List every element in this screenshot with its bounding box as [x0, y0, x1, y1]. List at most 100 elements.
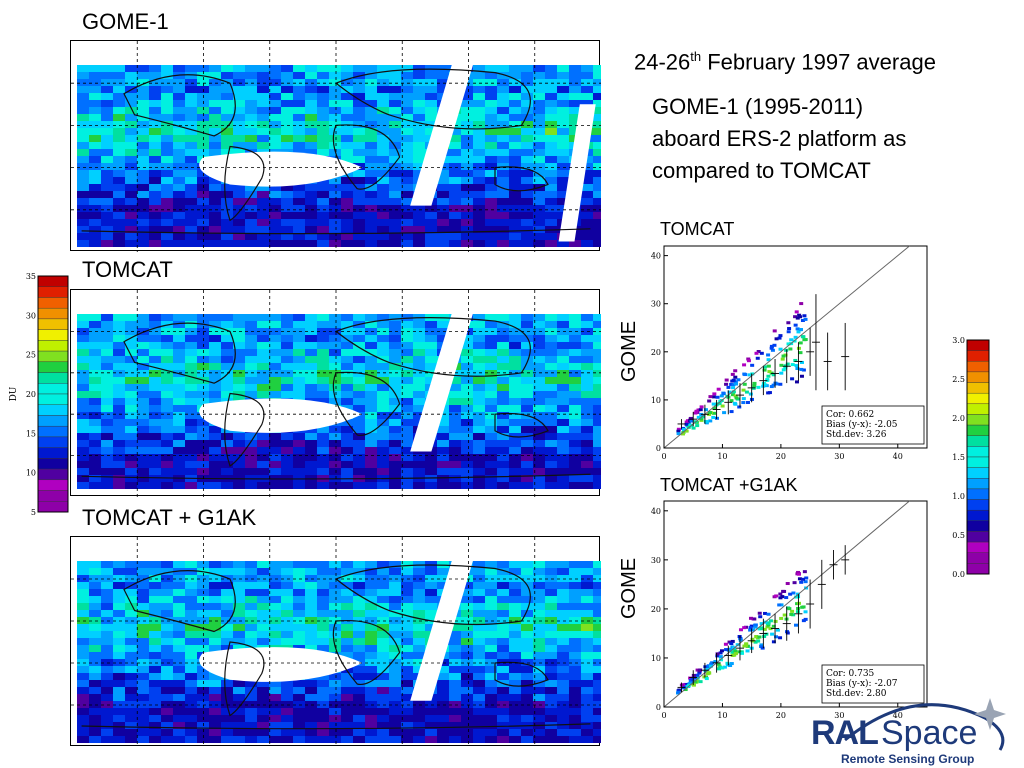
- y-tick-label: 0: [656, 444, 661, 453]
- y-tick-label: 10: [651, 654, 661, 663]
- orbit-gap: [558, 104, 596, 242]
- logo-swoosh-icon: [844, 698, 1006, 751]
- x-tick-label: 40: [893, 711, 903, 720]
- x-tick-label: 30: [834, 711, 844, 720]
- colorbar-swatch: [37, 372, 69, 384]
- colorbar-tick-label: 2.0: [952, 414, 965, 423]
- missing-data-area: [199, 398, 363, 433]
- x-tick-label: 10: [717, 452, 727, 461]
- stats-box: [821, 664, 925, 704]
- map-title-tomcat: TOMCAT: [82, 257, 173, 282]
- scatter-title-tomcat-g1ak: TOMCAT +G1AK: [660, 475, 798, 495]
- colorbar-border: [37, 275, 69, 513]
- description-line-1: GOME-1 (1995-2011): [652, 94, 864, 119]
- scatter-ylabel-2: GOME: [618, 557, 640, 619]
- colorbar-swatch: [37, 415, 69, 427]
- heat-cells: [77, 65, 601, 247]
- description-line-2: aboard ERS-2 platform as: [652, 126, 907, 151]
- x-tick-label: 0: [661, 711, 666, 720]
- colorbar-swatch: [966, 446, 990, 458]
- colorbar-border: [966, 339, 990, 575]
- map-title-gome: GOME-1: [82, 9, 169, 34]
- orbit-gap: [410, 62, 474, 206]
- stats-box: [821, 405, 925, 445]
- y-tick-label: 40: [651, 252, 661, 261]
- colorbar-swatch: [37, 361, 69, 373]
- x-tick-label: 20: [776, 711, 786, 720]
- colorbar-swatch: [37, 447, 69, 459]
- colorbar-swatch: [966, 478, 990, 490]
- colorbar-swatch: [37, 468, 69, 481]
- x-tick-label: 0: [661, 452, 666, 461]
- stats-bias: Bias (y-x): -2.05: [826, 419, 898, 430]
- colorbar-swatch: [966, 361, 990, 373]
- colorbar-swatch: [966, 435, 990, 447]
- colorbar-tick-label: 25: [26, 351, 36, 360]
- colorbar-tick-label: 5: [31, 508, 36, 517]
- colorbar-swatch: [37, 501, 69, 513]
- colorbar-swatch: [966, 541, 990, 553]
- map-tomcat-g1ak-heatmap: [71, 537, 601, 747]
- map-tomcat-g1ak: [70, 536, 601, 747]
- colorbar-swatch: [37, 458, 69, 470]
- map-title-tomcat-g1ak: TOMCAT + G1AK: [82, 505, 257, 530]
- stats-bias: Bias (y-x): -2.07: [826, 678, 898, 689]
- colorbar-swatch: [966, 403, 990, 415]
- stats-correlation: Cor: 0.735: [826, 669, 875, 679]
- y-tick-label: 20: [651, 605, 661, 614]
- colorbar-tick-label: 1.0: [952, 492, 965, 501]
- colorbar-swatch: [37, 350, 69, 363]
- map-tomcat: [70, 289, 601, 497]
- colorbar-swatch: [966, 382, 990, 394]
- heat-cells: [77, 561, 601, 743]
- graticule: [71, 290, 601, 497]
- colorbar-tick-label: 30: [26, 311, 36, 320]
- colorbar-swatch: [37, 340, 69, 352]
- colorbar-swatch: [966, 552, 990, 564]
- headline-rest: February 1997 average: [701, 49, 936, 75]
- colorbar-swatch: [966, 520, 990, 532]
- headline-prefix: 24-26: [634, 49, 691, 75]
- colorbar-tick-label: 10: [26, 469, 36, 478]
- orbit-gap: [410, 558, 474, 701]
- scatter-plot-1: 0 10 20 30 40 0 10 20 30 40 Cor: 0.662 Bias (y-x): …: [642, 238, 937, 466]
- x-tick-label: 10: [717, 711, 727, 720]
- y-tick-label: 10: [651, 396, 661, 405]
- colorbar-swatch: [37, 425, 69, 438]
- colorbar-swatch: [37, 275, 69, 287]
- colorbar-swatch: [966, 371, 990, 383]
- headline: 24-26th February 1997 average: [634, 44, 936, 75]
- colorbar-swatch: [966, 509, 990, 522]
- stats-stddev: Std.dev: 3.26: [826, 430, 887, 440]
- colorbar-swatch: [966, 563, 990, 575]
- colorbar-swatch: [37, 479, 69, 491]
- colorbar-swatch: [966, 456, 990, 468]
- heat-cells: [77, 314, 601, 489]
- stats-correlation: Cor: 0.662: [826, 410, 874, 420]
- colorbar-swatch: [37, 318, 69, 330]
- ral-space-logo: RAL Space Remote Sensing Group: [805, 688, 1020, 768]
- x-tick-label: 30: [834, 452, 844, 461]
- colorbar-swatch: [966, 392, 990, 405]
- colorbar-tick-label: 20: [26, 390, 36, 399]
- y-tick-label: 30: [651, 300, 661, 309]
- colorbar-swatch: [966, 488, 990, 500]
- y-tick-label: 0: [656, 703, 661, 712]
- colorbar-swatch: [37, 329, 69, 341]
- colorbar-swatch: [37, 393, 69, 405]
- density-cloud: [676, 570, 809, 695]
- colorbar-tick-label: 1.5: [952, 453, 965, 462]
- colorbar-tick-label: 2.5: [952, 375, 965, 384]
- colorbar-tick-label: 15: [26, 429, 36, 438]
- graticule: [71, 537, 601, 747]
- colorbar-unit-label: DU: [9, 386, 19, 401]
- colorbar-swatch: [966, 424, 990, 436]
- colorbar-swatch: [37, 297, 69, 309]
- colorbar-swatch: [37, 436, 69, 448]
- logo-brand-ral: RAL: [811, 714, 879, 752]
- y-tick-label: 20: [651, 348, 661, 357]
- map-tomcat-heatmap: [71, 290, 601, 497]
- logo-subtitle: Remote Sensing Group: [841, 752, 975, 766]
- missing-data-area: [199, 647, 363, 682]
- scatter-title-tomcat: TOMCAT: [660, 219, 735, 239]
